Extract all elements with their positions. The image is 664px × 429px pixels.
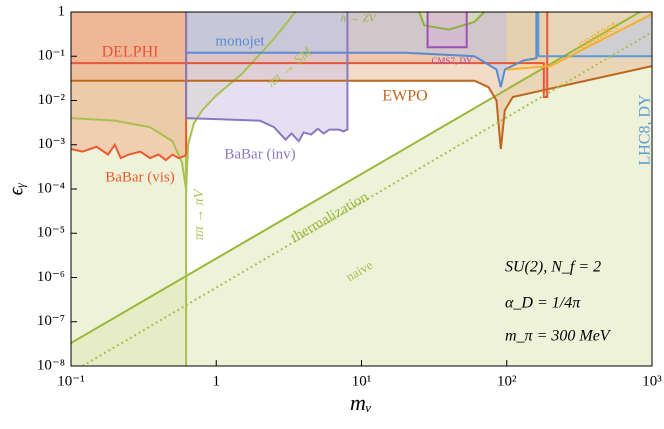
curve [81,31,652,366]
annotation: m_π = 300 MeV [505,328,612,345]
y-tick-label: 10⁻⁵ [37,225,65,241]
curve [506,13,652,71]
curve [71,65,652,150]
curve-label: h → ZV [341,13,377,25]
curve-label: ππ → πV [192,188,207,240]
curve-label: EWPO [382,88,427,105]
x-tick-label: 10³ [642,373,662,389]
y-tick-label: 10⁻⁶ [37,269,65,285]
curve-label: BaBar (vis) [105,169,175,185]
curve [71,12,549,98]
y-tick-label: 10⁻⁴ [37,180,65,196]
curve [71,12,188,162]
region-fill [71,12,187,161]
curve-label: LHC8, DY [637,94,654,166]
curve-label: BaBar (inv) [224,146,295,162]
curve [426,12,468,49]
y-axis-label: ϵᵧ [6,182,28,195]
curve-label: monojet [215,33,265,49]
y-tick-label: 10⁻² [38,92,66,108]
y-tick-label: 10⁻⁷ [37,313,65,329]
y-tick-label: 10⁻¹ [38,48,65,64]
curve-label: DELPHI [102,44,159,61]
x-axis-label: mᵥ [350,390,372,415]
curve [185,12,349,143]
curve [186,12,538,88]
curve [71,12,642,344]
x-tick-label: 10¹ [352,373,372,389]
annotation: α_D = 1/4π [505,295,581,312]
curve [71,12,297,190]
x-tick-label: 10⁻¹ [57,373,84,389]
y-tick-label: 10⁻³ [38,136,66,152]
annotation: SU(2), N_f = 2 [505,259,601,276]
y-tick-label: 10⁻⁸ [37,357,65,373]
curve [418,12,485,31]
y-tick-label: 1 [58,3,66,19]
curve-label: CMS7, DY [431,56,473,66]
x-tick-label: 1 [213,373,221,389]
x-tick-label: 10² [497,373,517,389]
curves [71,12,652,366]
curve [537,12,652,58]
